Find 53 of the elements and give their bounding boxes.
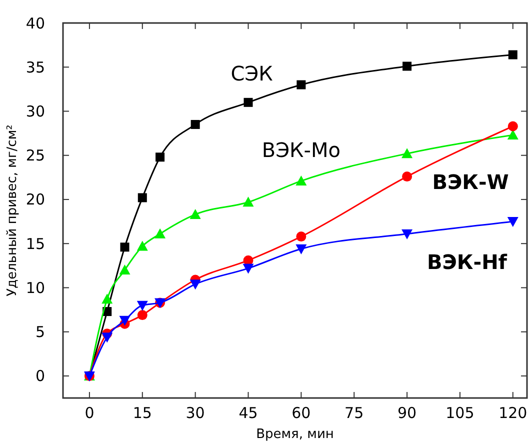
- y-tick-label: 5: [35, 323, 45, 342]
- x-tick-label: 30: [186, 404, 205, 422]
- x-axis-title: Время, мин: [256, 427, 334, 442]
- point: [120, 242, 130, 252]
- y-tick-label: 10: [26, 278, 45, 297]
- point: [507, 130, 518, 140]
- point: [137, 310, 148, 320]
- x-tick-label: 45: [238, 404, 258, 422]
- point: [402, 148, 413, 158]
- x-tick-label: 60: [292, 404, 311, 422]
- point: [136, 240, 148, 251]
- point: [190, 280, 201, 290]
- x-tick-label: 0: [84, 404, 94, 422]
- point: [296, 80, 306, 90]
- point: [296, 232, 306, 242]
- point: [102, 332, 113, 343]
- point: [154, 228, 166, 238]
- y-tick-label: 35: [26, 58, 45, 76]
- point: [102, 294, 113, 304]
- series-label: ВЭК-Mo: [262, 138, 340, 162]
- point: [507, 217, 518, 228]
- y-tick-label: 25: [26, 146, 45, 165]
- x-tick-label: 120: [498, 404, 528, 422]
- series-label: СЭК: [230, 61, 273, 86]
- point: [296, 175, 307, 186]
- point: [402, 62, 412, 71]
- x-tick-label: 75: [344, 404, 364, 422]
- point: [138, 193, 147, 202]
- point: [136, 300, 148, 311]
- y-tick-label: 15: [26, 234, 45, 253]
- point: [508, 121, 518, 132]
- point: [244, 98, 253, 107]
- point: [119, 264, 130, 275]
- point: [119, 316, 130, 326]
- series-label: ВЭК-Hf: [427, 250, 508, 274]
- point: [296, 244, 307, 254]
- y-tick-label: 30: [26, 102, 45, 120]
- x-tick-label: 15: [132, 404, 152, 422]
- point: [402, 229, 413, 240]
- x-tick-label: 90: [397, 404, 417, 422]
- point: [156, 152, 165, 162]
- series-label: ВЭК-W: [432, 170, 509, 194]
- point: [242, 264, 254, 274]
- point: [190, 120, 200, 129]
- y-tick-label: 20: [26, 190, 45, 209]
- x-tick-label: 105: [446, 404, 474, 422]
- y-tick-label: 0: [35, 367, 45, 386]
- point: [242, 196, 254, 207]
- point: [402, 172, 412, 182]
- y-tick-label: 40: [26, 14, 45, 32]
- point: [190, 208, 201, 219]
- point: [508, 50, 518, 60]
- y-axis-title: Удельный привес, мг/см²: [5, 124, 20, 296]
